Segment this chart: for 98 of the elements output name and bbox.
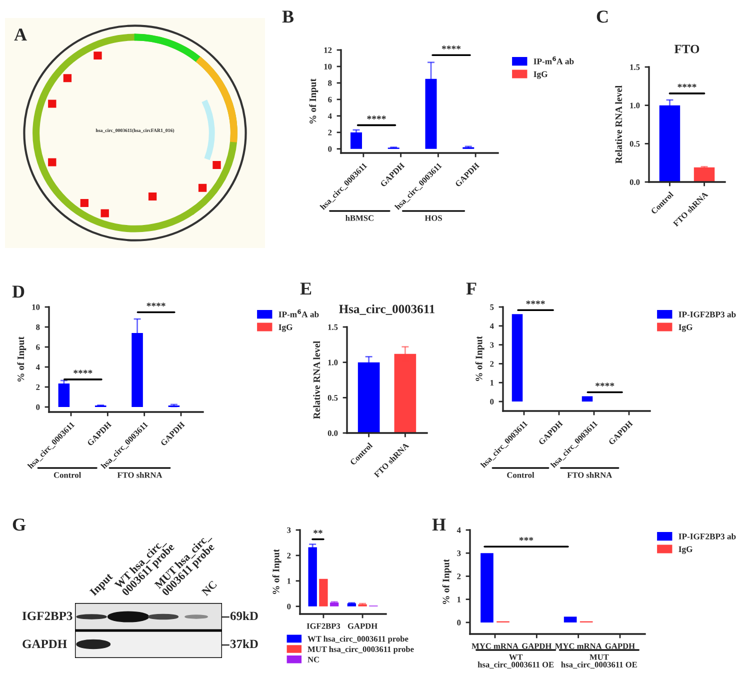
- text: B: [282, 10, 294, 23]
- bar: [330, 602, 339, 606]
- text: C: [596, 10, 608, 23]
- text: D: [12, 286, 24, 298]
- legend-label: IP-m$^{6}$A ab: [278, 309, 319, 318]
- y-tick-label: 4: [328, 113, 332, 119]
- y-tick-label: 1.0: [630, 102, 640, 108]
- y-tick-label: 0.5: [630, 141, 640, 147]
- text: ****: [146, 302, 166, 306]
- annotation: ****: [596, 382, 614, 386]
- text: IGF2BP3: [22, 612, 72, 620]
- x-tick-label: GAPDH: [522, 643, 552, 649]
- annotation: ***: [519, 537, 534, 541]
- annotation: ****: [678, 84, 696, 88]
- bar: [350, 132, 362, 149]
- y-tick-label: 6: [36, 344, 40, 350]
- y-tick-label: 2: [287, 552, 291, 558]
- y-tick-label: 4: [456, 527, 461, 533]
- text: FTO shRNA: [567, 472, 612, 478]
- chart-title: FTO: [674, 44, 700, 54]
- x-tick-label: MYC mRNA: [554, 643, 602, 649]
- bar: [319, 578, 328, 606]
- y-tick-label: 10: [32, 304, 40, 310]
- legend-label: IgG: [678, 546, 693, 554]
- y-axis-title: % of Input: [442, 559, 452, 604]
- text: WT hsa_circ_0003611 OE: [478, 654, 554, 668]
- text: MUT hsa_circ_0003611 OE: [561, 654, 637, 668]
- y-tick-label: 2: [490, 361, 494, 367]
- legend-label: MUT hsa_circ_0003611 probe: [308, 646, 414, 654]
- legend-label: IgG: [278, 324, 293, 332]
- bar: [425, 78, 437, 149]
- x-tick-label: GAPDH: [605, 643, 635, 649]
- y-tick-label: 1.0: [328, 360, 338, 366]
- bar: [58, 384, 70, 407]
- y-tick-label: 3: [287, 527, 291, 533]
- y-tick-label: 0: [328, 146, 332, 152]
- x-tick-label: MYC mRNA: [472, 643, 518, 649]
- text: FTO shRNA: [117, 472, 162, 478]
- text: Control: [54, 472, 82, 478]
- y-tick-label: 1: [457, 596, 461, 602]
- text: H: [432, 518, 446, 531]
- text: E: [300, 282, 312, 295]
- legend-label: IP-IGF2BP3 ab: [678, 533, 736, 540]
- text: F: [466, 282, 476, 295]
- y-tick-label: 0: [287, 604, 291, 610]
- y-tick-label: 6: [328, 96, 332, 102]
- y-tick-label: 8: [328, 80, 332, 86]
- y-axis-title: % of Input: [475, 336, 484, 381]
- y-tick-label: 0: [457, 620, 461, 626]
- bar: [564, 616, 577, 622]
- y-tick-label: 2: [457, 574, 461, 580]
- y-axis-title: % of Input: [17, 336, 26, 382]
- y-axis-title: % of Input: [272, 549, 282, 594]
- y-tick-label: 0.0: [630, 179, 640, 186]
- y-tick-label: 1: [287, 578, 291, 584]
- text: ****: [442, 46, 461, 50]
- y-tick-label: 0.5: [328, 395, 338, 401]
- legend-label: IgG: [678, 324, 693, 332]
- y-tick-label: 5: [490, 304, 494, 310]
- annotation: ****: [74, 370, 92, 374]
- y-axis-title: Relative RNA level: [615, 86, 622, 164]
- text: Control: [507, 472, 534, 478]
- y-tick-label: 3: [490, 342, 494, 348]
- bar: [480, 553, 494, 622]
- y-tick-label: 8: [36, 324, 40, 330]
- legend-label: WT hsa_circ_0003611 probe: [308, 636, 408, 644]
- text: 37kD: [230, 639, 258, 648]
- y-tick-label: 4: [490, 323, 494, 329]
- chart-title: Hsa_circ_0003611: [339, 304, 434, 315]
- annotation: ****: [367, 116, 386, 120]
- text: 69kD: [230, 611, 258, 620]
- text: A: [14, 28, 27, 41]
- text: ****: [526, 300, 545, 304]
- bar: [308, 547, 317, 606]
- y-tick-label: 4: [36, 364, 40, 370]
- y-tick-label: 2: [328, 130, 332, 136]
- bar: [132, 333, 143, 407]
- y-tick-label: 3: [457, 550, 461, 556]
- annotation: **: [314, 530, 322, 534]
- legend-label: IP-m$^{6}$A ab: [534, 56, 574, 64]
- y-tick-label: 1.5: [328, 324, 338, 330]
- y-tick-label: 0: [36, 404, 40, 410]
- text: hBMSC: [346, 215, 374, 221]
- y-tick-label: 2: [36, 384, 40, 390]
- y-axis-title: Relative RNA level: [313, 341, 320, 419]
- y-tick-label: 0.0: [328, 430, 338, 436]
- text: G: [12, 518, 26, 531]
- y-tick-label: 1.5: [630, 64, 640, 70]
- legend-label: IgG: [534, 71, 548, 79]
- y-tick-label: 10: [324, 64, 332, 70]
- y-tick-label: 12: [324, 47, 332, 53]
- text: HOS: [424, 215, 442, 221]
- y-axis-title: % of Input: [309, 78, 318, 124]
- y-tick-label: 0: [490, 398, 494, 405]
- legend-label: IP-IGF2BP3 ab: [678, 311, 736, 318]
- legend-label: NC: [308, 656, 319, 662]
- text: NC: [201, 580, 218, 596]
- y-tick-label: 1: [490, 380, 494, 386]
